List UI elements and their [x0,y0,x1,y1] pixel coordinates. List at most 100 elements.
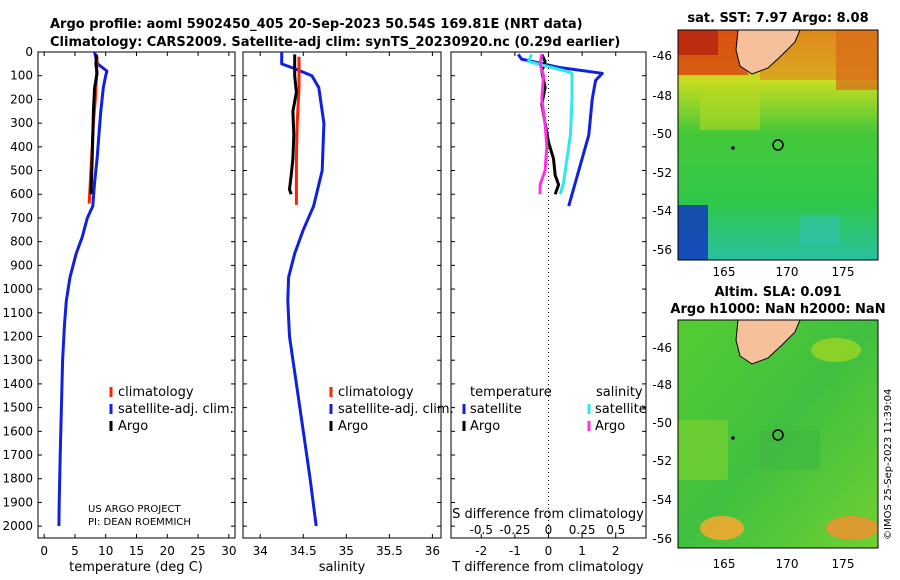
lat-tick-label: -52 [652,166,672,180]
difference-legend: temperature salinity satellite Argo sate… [462,385,647,434]
depth-tick-label: 600 [10,187,33,201]
axis-ticks: 0100200300400500600700800900100011001200… [2,45,646,558]
x-tick-label: 15 [129,544,144,558]
salinity-series-satellite-adj-clim- [280,52,326,527]
pi-note: PI: DEAN ROEMMICH [88,517,191,528]
figure-title-line1: Argo profile: aoml 5902450_405 20-Sep-20… [50,17,583,32]
s-diff-tick-label: 0.5 [606,523,625,537]
lat-tick-label: -48 [652,378,672,392]
legend-label-climatology: climatology [338,385,414,400]
lat-tick-label: -54 [652,204,672,218]
x-tick-label: 35.5 [376,544,403,558]
salinity-panel [242,51,442,539]
s-diff-tick-label: -0.5 [470,523,493,537]
legend-header-temperature: temperature [470,385,552,400]
sla-high-anomaly [826,516,878,540]
salinity-axis-label: salinity [319,560,366,575]
legend-label-temp-argo: Argo [470,419,500,434]
lon-tick-label: 170 [776,557,799,571]
lon-tick-label: 170 [776,265,799,279]
salinity-legend: climatology satellite-adj. clim. Argo [329,385,454,434]
sla-land [735,320,801,365]
sst-map-frame [677,29,879,261]
s-difference-axis-label: S difference from climatology [452,507,644,522]
s-diff-tick-label: -0.25 [499,523,530,537]
depth-tick-label: 1500 [2,401,33,415]
lat-tick-label: -52 [652,454,672,468]
depth-tick-label: 100 [10,69,33,83]
legend-label-sal-argo: Argo [595,419,625,434]
depth-tick-label: 1600 [2,424,33,438]
x-tick-label: 34.5 [290,544,317,558]
sla-map-title1: Altim. SLA: 0.091 [715,285,842,300]
depth-tick-label: 400 [10,140,33,154]
legend-label-argo: Argo [118,419,148,434]
depth-tick-label: 900 [10,258,33,272]
lat-tick-label: -50 [652,416,672,430]
temperature-legend: climatology satellite-adj. clim. Argo [109,385,234,434]
profile-lines [57,51,604,527]
depth-tick-label: 1400 [2,377,33,391]
x-tick-label: 20 [160,544,175,558]
depth-tick-label: 1100 [2,306,33,320]
temperature-series-argo [89,54,99,195]
sla-map-title2: Argo h1000: NaN h2000: NaN [670,302,885,317]
sst-island [731,146,735,150]
lat-tick-label: -54 [652,493,672,507]
x-tick-label: 1 [578,544,586,558]
x-tick-label: 10 [98,544,113,558]
sst-map [678,30,878,260]
lat-tick-label: -56 [652,243,672,257]
t-difference-axis-label: T difference from climatology [451,560,644,575]
depth-tick-label: 200 [10,92,33,106]
x-tick-label: 0 [40,544,48,558]
x-tick-label: -1 [509,544,521,558]
sla-map [678,320,878,548]
sst-cool-patch [800,215,840,245]
difference-series-temperature-satellite [516,53,604,207]
difference-series-salinity-argo [538,54,549,195]
lat-tick-label: -48 [652,89,672,103]
lon-tick-label: 165 [713,557,736,571]
lon-tick-label: 165 [713,265,736,279]
salinity-series-climatology [294,56,301,205]
legend-label-argo: Argo [338,419,368,434]
sla-float-marker [772,429,784,441]
lat-tick-label: -50 [652,127,672,141]
depth-tick-label: 1900 [2,495,33,509]
x-tick-label: 0 [545,544,553,558]
figure-title-line2: Climatology: CARS2009. Satellite-adj cli… [50,35,620,50]
x-tick-label: 34 [253,544,268,558]
sst-warm-core [678,30,718,55]
sla-high-anomaly [700,516,744,540]
sla-island [731,436,735,440]
sst-map-title: sat. SST: 7.97 Argo: 8.08 [687,11,868,26]
sst-warm-ne [836,30,878,90]
salinity-series-argo [288,54,298,195]
legend-header-salinity: salinity [596,385,643,400]
x-tick-label: 30 [221,544,236,558]
sst-cold-patch [678,205,708,260]
x-tick-label: -2 [475,544,487,558]
legend-label-sal-satellite: satellite [595,402,647,417]
depth-tick-label: 1300 [2,353,33,367]
sla-patch [811,338,861,362]
x-tick-label: 2 [612,544,620,558]
lat-tick-label: -46 [652,49,672,63]
temperature-series-satellite-adj-clim- [57,51,109,527]
lat-tick-label: -46 [652,341,672,355]
lon-tick-label: 175 [832,557,855,571]
sla-patch [760,430,820,470]
x-tick-label: 5 [71,544,79,558]
lat-tick-label: -56 [652,532,672,546]
depth-tick-label: 1700 [2,448,33,462]
sla-patch [678,420,728,480]
sla-map-frame [677,319,879,549]
legend-label-climatology: climatology [118,385,194,400]
lon-tick-label: 175 [832,265,855,279]
depth-tick-label: 1000 [2,282,33,296]
s-diff-tick-label: 0 [545,523,553,537]
legend-label-temp-satellite: satellite [470,402,522,417]
sst-lat-ticks: -46 -48 -50 -52 -54 -56 [652,49,672,257]
